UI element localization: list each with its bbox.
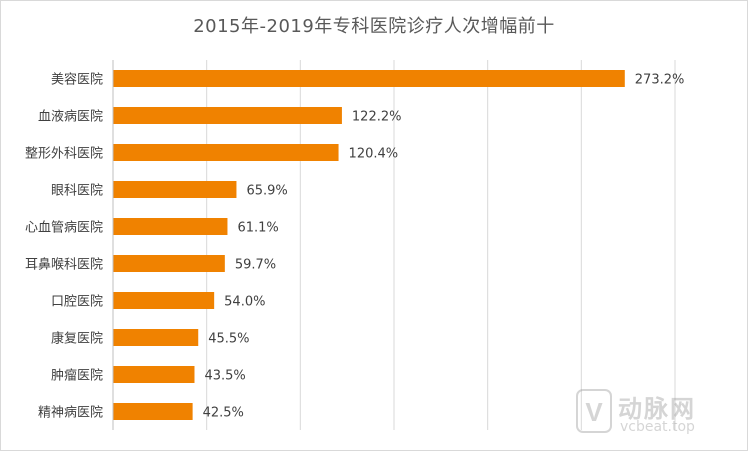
bar xyxy=(113,329,199,346)
bar xyxy=(113,70,625,87)
data-label: 54.0% xyxy=(224,295,265,310)
watermark-brand: 动脉网 xyxy=(618,395,696,423)
category-label: 美容医院 xyxy=(51,72,103,88)
category-label: 肿瘤医院 xyxy=(51,368,103,384)
bar xyxy=(113,107,342,124)
data-label: 45.5% xyxy=(208,332,249,347)
category-label: 耳鼻喉科医院 xyxy=(25,257,103,273)
category-label: 精神病医院 xyxy=(38,406,103,421)
category-label: 整形外科医院 xyxy=(25,147,103,162)
bar xyxy=(113,181,237,198)
svg-text:V: V xyxy=(585,397,603,427)
category-label: 眼科医院 xyxy=(51,184,103,199)
category-label: 血液病医院 xyxy=(38,110,103,125)
watermark-site: vcbeat.top xyxy=(620,419,695,435)
vcbeat-logo-icon: V xyxy=(576,389,612,433)
data-label: 122.2% xyxy=(352,110,402,125)
watermark: V 动脉网 vcbeat.top xyxy=(576,387,736,443)
category-label: 心血管病医院 xyxy=(25,221,103,236)
data-label: 65.9% xyxy=(246,184,287,199)
chart-title: 2015年-2019年专科医院诊疗人次增幅前十 xyxy=(193,16,555,37)
data-label: 120.4% xyxy=(349,147,399,162)
category-label: 口腔医院 xyxy=(51,295,103,310)
bar xyxy=(113,403,193,420)
category-label: 康复医院 xyxy=(51,331,103,347)
bar xyxy=(113,292,215,309)
bar xyxy=(113,218,228,235)
data-label: 42.5% xyxy=(203,406,244,421)
bar xyxy=(113,255,225,272)
data-label: 61.1% xyxy=(237,221,278,236)
data-label: 273.2% xyxy=(635,73,685,88)
data-label: 59.7% xyxy=(235,258,276,273)
data-label: 43.5% xyxy=(204,369,245,384)
bar xyxy=(113,366,195,383)
bar xyxy=(113,144,339,161)
